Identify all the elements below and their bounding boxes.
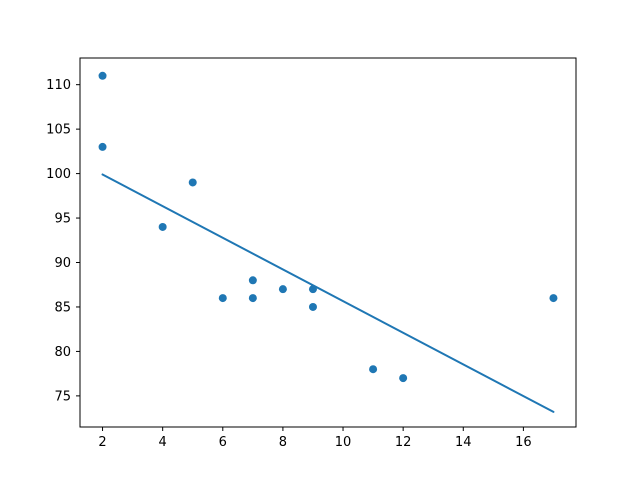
data-point — [308, 302, 317, 311]
y-tick-label: 90 — [54, 256, 71, 271]
x-tick-label: 10 — [335, 435, 352, 450]
y-tick-label: 95 — [54, 212, 71, 227]
y-tick-label: 75 — [54, 389, 71, 404]
data-point — [218, 294, 227, 303]
x-tick-label: 6 — [219, 435, 227, 450]
data-point — [308, 285, 317, 294]
data-point — [98, 71, 107, 80]
data-point — [248, 294, 257, 303]
data-point — [248, 276, 257, 285]
y-tick-label: 85 — [54, 300, 71, 315]
x-tick-label: 2 — [98, 435, 106, 450]
x-tick-label: 8 — [279, 435, 287, 450]
x-tick-label: 4 — [159, 435, 167, 450]
axes-frame — [79, 57, 577, 428]
data-point — [549, 294, 558, 303]
data-point — [98, 142, 107, 151]
data-point — [278, 285, 287, 294]
data-point — [158, 222, 167, 231]
y-tick-label: 100 — [46, 167, 71, 182]
x-tick-label: 12 — [395, 435, 412, 450]
y-tick-label: 105 — [46, 123, 71, 138]
data-point — [399, 374, 408, 383]
trend-line — [101, 173, 555, 413]
y-tick-label: 80 — [54, 345, 71, 360]
data-point — [369, 365, 378, 374]
x-tick-label: 16 — [515, 435, 532, 450]
data-point — [188, 178, 197, 187]
y-tick-label: 110 — [46, 78, 71, 93]
x-tick-label: 14 — [455, 435, 472, 450]
